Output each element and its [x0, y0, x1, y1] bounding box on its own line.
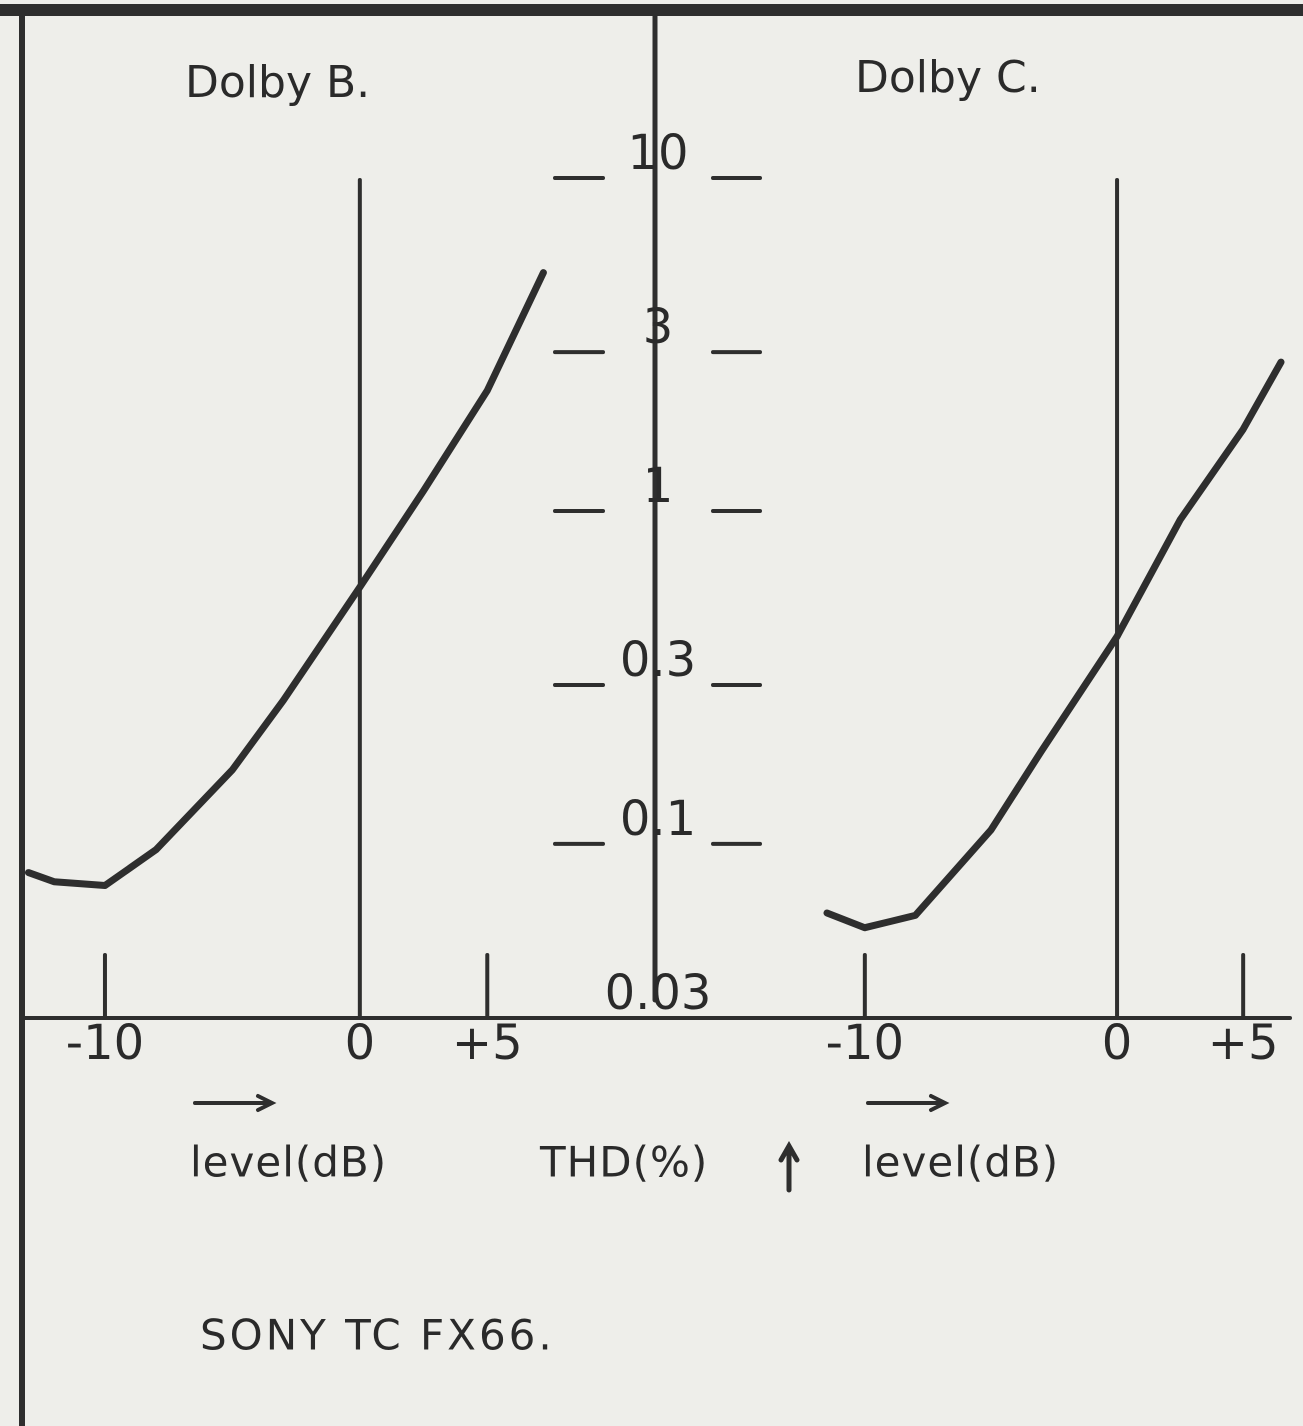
y-tick-label: 10: [627, 125, 688, 181]
caption: SONY TC FX66.: [200, 1311, 555, 1360]
chart-title: Dolby B.: [185, 57, 370, 108]
chart-title: Dolby C.: [855, 52, 1041, 103]
x-tick-label: +5: [1208, 1015, 1279, 1071]
x-tick-label: -10: [66, 1015, 144, 1071]
x-axis-label: level(dB): [862, 1138, 1059, 1187]
x-arrow: [866, 1094, 950, 1112]
y-arrow: [778, 1140, 800, 1193]
x-tick-label: 0: [345, 1015, 376, 1071]
x-tick-label: 0: [1102, 1015, 1133, 1071]
x-arrow: [193, 1094, 277, 1112]
data-line: [823, 358, 1285, 932]
y-axis-label: THD(%): [539, 1138, 708, 1187]
y-tick-label: 0.1: [620, 791, 696, 847]
data-line: [25, 269, 547, 889]
x-tick-label: -10: [826, 1015, 904, 1071]
y-tick-label: 1: [643, 458, 674, 514]
y-tick-label: 0.3: [620, 632, 696, 688]
x-axis-label: level(dB): [190, 1138, 387, 1187]
y-tick-label: 3: [643, 299, 674, 355]
x-tick-label: +5: [452, 1015, 523, 1071]
y-tick-label: 0.03: [605, 965, 712, 1021]
